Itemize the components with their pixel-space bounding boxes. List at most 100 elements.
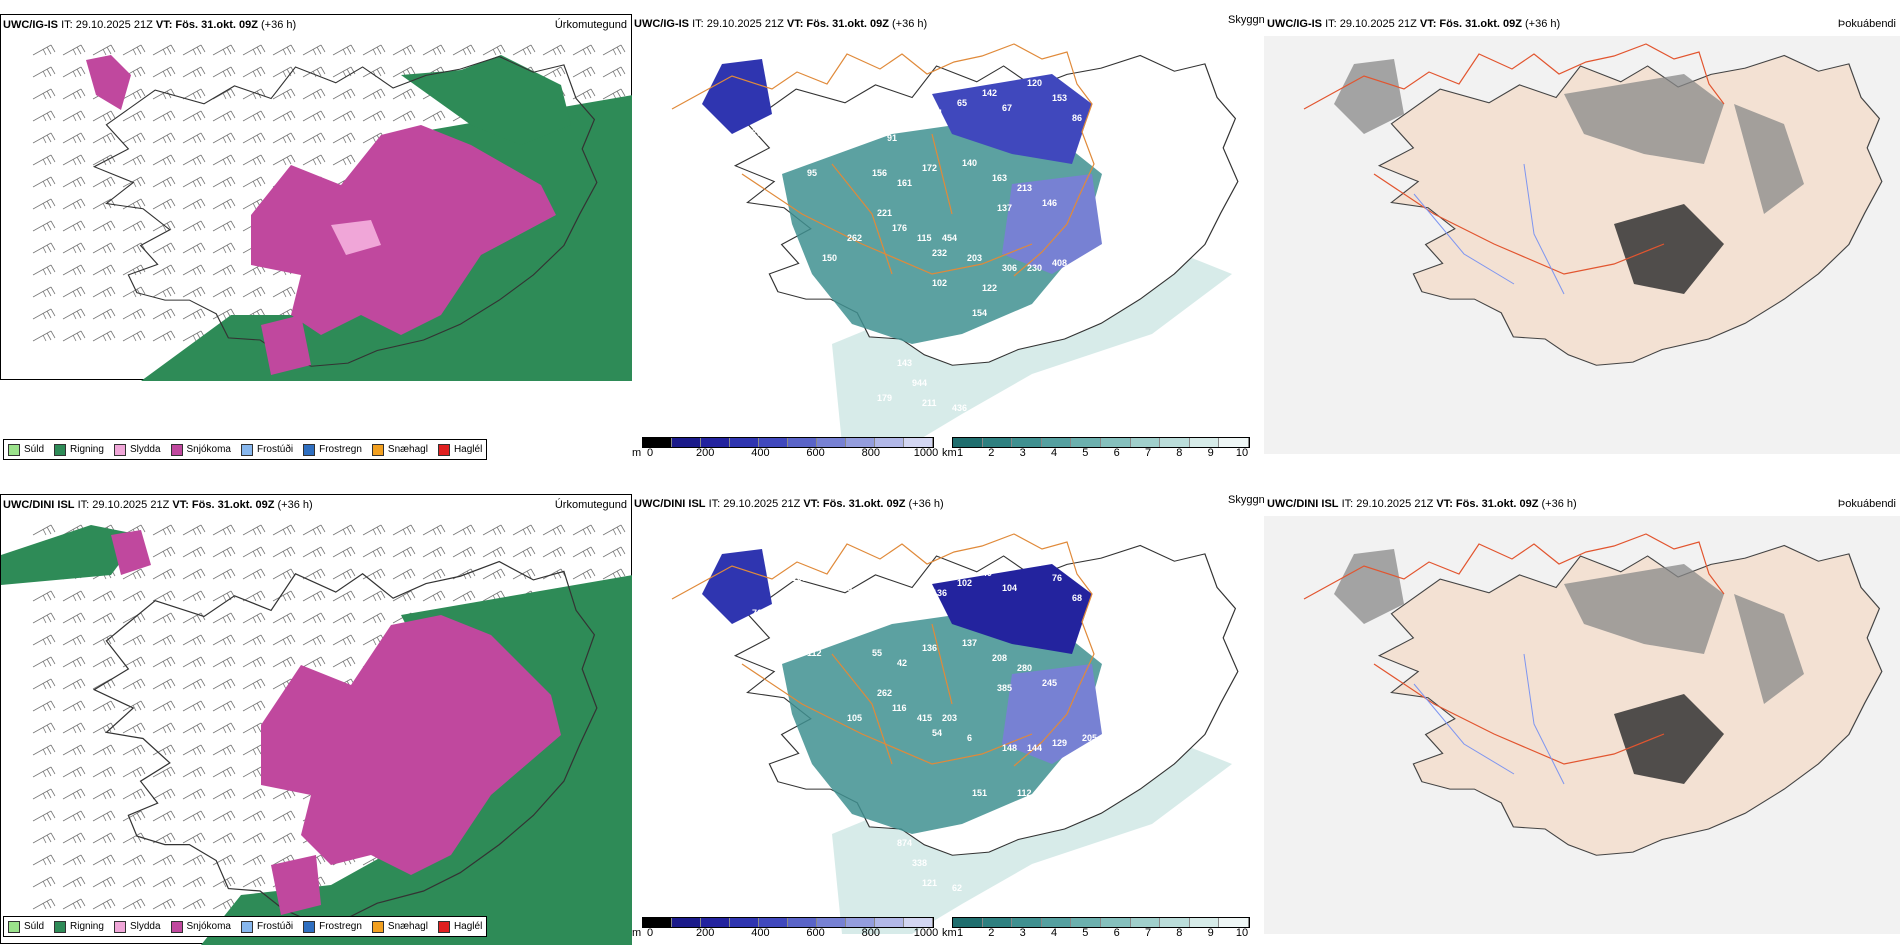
colorbar-segment xyxy=(672,438,701,447)
panel-header: UWC/DINI ISL IT: 29.10.2025 21Z VT: Fös.… xyxy=(1267,498,1577,510)
legend-swatch xyxy=(170,920,183,933)
legend-swatch xyxy=(113,920,126,933)
legend-label: Snjókoma xyxy=(186,444,231,455)
ceiling-value-label: 84 xyxy=(932,108,942,118)
legend-label: Haglél xyxy=(453,921,483,932)
wind-barb-icon xyxy=(272,44,296,56)
wind-barb-icon xyxy=(32,612,56,624)
ceiling-visibility-panel-ig: 109 84 65 76 79 95 88 69 91 79 84 65 142 67 120 153 86 69… xyxy=(632,14,1264,466)
wind-barb-icon xyxy=(212,154,236,166)
ceiling-value-label: 67 xyxy=(1072,303,1082,313)
wind-barb-icon xyxy=(32,810,56,822)
colorbar-segment xyxy=(982,918,1013,927)
ceiling-value-label: 146 xyxy=(1042,198,1057,208)
legend-label: Frostúði xyxy=(256,921,294,932)
visibility-colorbar: km 1 2 3 4 5 6 7 8 9 10 xyxy=(942,437,1252,467)
wind-barb-icon xyxy=(32,330,56,342)
ceiling-value-label: 221 xyxy=(877,208,892,218)
wind-barb-icon xyxy=(92,810,116,822)
colorbar-tick: 600 xyxy=(806,447,825,459)
wind-barb-icon xyxy=(242,524,266,536)
colorbar-tick: 1 xyxy=(956,447,964,459)
wind-barb-icon xyxy=(122,766,146,778)
ceiling-value-label: 446 xyxy=(1082,253,1097,263)
ceiling-value-label: 54 xyxy=(932,728,942,738)
ceiling-value-label: 49 xyxy=(982,568,992,578)
wind-barb-icon xyxy=(212,198,236,210)
ceiling-value-label: 454 xyxy=(942,233,957,243)
panel-title: Úrkomutegund xyxy=(554,19,627,31)
wind-barb-icon xyxy=(272,634,296,646)
wind-barb-icon xyxy=(182,788,206,800)
colorbar-strip xyxy=(952,917,1250,928)
wind-barb-icon xyxy=(362,546,386,558)
ceiling-value-label: 52 xyxy=(1112,648,1122,658)
wind-barb-icon xyxy=(122,744,146,756)
colorbar-segment xyxy=(1012,918,1042,927)
wind-barb-icon xyxy=(242,154,266,166)
wind-barb-icon xyxy=(32,88,56,100)
wind-barb-icon xyxy=(122,788,146,800)
ceiling-value-label: 79 xyxy=(782,148,792,158)
ceiling-value-label: 109 xyxy=(912,598,927,608)
legend-swatch xyxy=(371,920,384,933)
colorbar-segment xyxy=(1160,918,1190,927)
legend-item: Slydda xyxy=(113,443,161,456)
wind-barb-icon xyxy=(332,656,356,668)
precip-legend: Súld Rigning Slydda Snjókoma Frostúði Frostre… xyxy=(3,916,488,937)
wind-barb-icon xyxy=(242,700,266,712)
colorbar-tick: 6 xyxy=(1113,927,1120,939)
wind-barb-icon xyxy=(62,678,86,690)
roads xyxy=(1303,43,1725,275)
ceiling-value-label: 390 xyxy=(1072,783,1087,793)
wind-barb-icon xyxy=(182,524,206,536)
ceiling-value-label: 232 xyxy=(932,248,947,258)
wind-barb-icon xyxy=(92,656,116,668)
wind-barb-icon xyxy=(212,66,236,78)
wind-barb-icon xyxy=(122,286,146,298)
precip-type-map xyxy=(32,44,633,381)
wind-barb-icon xyxy=(212,590,236,602)
fog-dense-region xyxy=(1614,204,1724,294)
wind-barb-icon xyxy=(182,132,206,144)
legend-label: Snæhagl xyxy=(387,444,428,455)
colorbar-unit: m xyxy=(632,927,642,939)
wind-barb-icon xyxy=(422,568,446,580)
rivers xyxy=(1413,653,1565,785)
colorbar-unit: m xyxy=(632,447,642,459)
wind-barb-icon xyxy=(452,546,476,558)
legend-item: Snæhagl xyxy=(371,443,428,456)
wind-barb-icon xyxy=(392,88,416,100)
wind-barb-icon xyxy=(92,700,116,712)
legend-label: Snæhagl xyxy=(387,921,428,932)
ceiling-value-label: 62 xyxy=(1112,168,1122,178)
legend-label: Frostregn xyxy=(319,921,362,932)
wind-barb-icon xyxy=(572,546,596,558)
wind-barb-icon xyxy=(122,220,146,232)
ceiling-value-label: 88 xyxy=(842,103,852,113)
wind-barb-icon xyxy=(272,832,296,844)
colorbar-segment xyxy=(904,438,933,447)
precip-legend: Súld Rigning Slydda Snjókoma Frostúði Frostre… xyxy=(3,439,488,460)
wind-barb-icon xyxy=(62,198,86,210)
wind-barb-icon xyxy=(212,832,236,844)
legend-swatch xyxy=(240,443,253,456)
ceiling-value-label: 6 xyxy=(967,733,972,743)
wind-barb-icon xyxy=(302,154,326,166)
wind-barb-icon xyxy=(272,546,296,558)
wind-barb-icon xyxy=(362,88,386,100)
wind-barb-icon xyxy=(242,546,266,558)
wind-barb-icon xyxy=(62,656,86,668)
legend-label: Rigning xyxy=(70,444,104,455)
ceiling-value-label: 121 xyxy=(922,878,937,888)
wind-barb-icon xyxy=(242,656,266,668)
wind-barb-icon xyxy=(242,44,266,56)
colorbar-segment xyxy=(817,438,846,447)
colorbar-segment xyxy=(846,438,875,447)
wind-barb-icon xyxy=(152,44,176,56)
wind-barb-icon xyxy=(302,88,326,100)
colorbar-tick: 600 xyxy=(806,927,825,939)
wind-barb-icon xyxy=(242,854,266,866)
wind-barb-icon xyxy=(272,88,296,100)
ceiling-value-label: 486 xyxy=(1092,763,1107,773)
